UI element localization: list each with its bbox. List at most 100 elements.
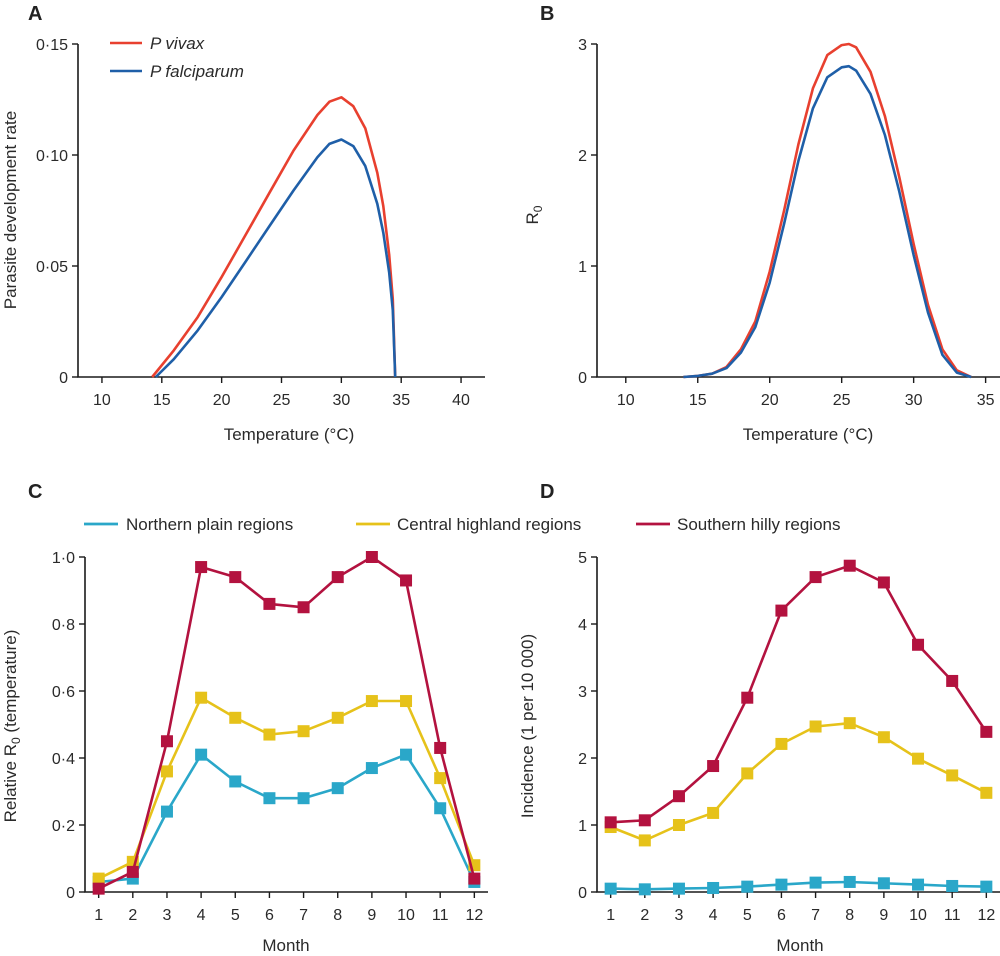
data-point-marker	[877, 877, 890, 890]
x-tick-label: 1	[94, 907, 103, 924]
series-line-d-0	[610, 880, 987, 891]
x-tick-label: 20	[761, 392, 779, 409]
data-point-marker	[297, 792, 310, 805]
series-line-d-2	[610, 564, 988, 824]
data-point-marker	[843, 875, 856, 888]
data-point-marker	[297, 601, 310, 614]
panel-d-lines	[604, 559, 993, 896]
data-point-marker	[741, 880, 754, 893]
data-point-marker	[434, 741, 447, 754]
y-tick-label: 0·4	[52, 751, 75, 768]
x-tick-label: 35	[392, 392, 410, 409]
data-point-marker	[195, 691, 208, 704]
x-tick-label: 35	[977, 392, 995, 409]
legend-label-south: Southern hilly regions	[677, 515, 840, 534]
data-point-marker	[331, 571, 344, 584]
x-tick-label: 8	[333, 907, 342, 924]
x-tick-label: 11	[432, 907, 449, 924]
x-tick-label: 4	[709, 907, 718, 924]
x-tick-label: 11	[944, 907, 961, 924]
panel-a-lines	[151, 96, 397, 378]
data-point-marker	[126, 865, 139, 878]
y-tick-label: 0·10	[36, 148, 68, 165]
x-tick-label: 5	[231, 907, 240, 924]
data-point-marker	[843, 559, 856, 572]
panel-c-lines	[92, 551, 481, 895]
data-point-marker	[400, 695, 413, 708]
panel-a-y-ticks: 0 0·05 0·10 0·15	[36, 37, 78, 387]
y-tick-label: 0	[578, 370, 587, 387]
panel-a-x-axis-title: Temperature (°C)	[224, 425, 355, 444]
x-tick-label: 9	[879, 907, 888, 924]
panel-c-x-ticks: 1 2 3 4 5 6 7 8 9 10 11 12	[94, 892, 483, 924]
x-tick-label: 12	[977, 907, 995, 924]
x-tick-label: 3	[675, 907, 684, 924]
data-point-marker	[843, 717, 856, 730]
data-point-marker	[809, 571, 822, 584]
x-tick-label: 8	[845, 907, 854, 924]
data-point-marker	[331, 782, 344, 795]
panel-b-y-axis-title: R0	[523, 205, 545, 224]
data-point-marker	[707, 881, 720, 894]
x-tick-label: 4	[197, 907, 206, 924]
series-line-c-0	[98, 753, 476, 884]
y-tick-label: 2	[578, 148, 587, 165]
data-point-marker	[638, 834, 651, 847]
data-point-marker	[912, 878, 925, 891]
panel-a-y-axis-title: Parasite development rate	[1, 111, 20, 309]
data-point-marker	[741, 691, 754, 704]
panel-c-y-axis-title: Relative R0 (temperature)	[1, 630, 23, 823]
data-point-marker	[92, 872, 105, 885]
y-tick-label: 0·05	[36, 259, 68, 276]
x-tick-label: 40	[452, 392, 470, 409]
data-point-marker	[775, 878, 788, 891]
data-point-marker	[775, 737, 788, 750]
data-point-marker	[980, 786, 993, 799]
legend-label-central: Central highland regions	[397, 515, 581, 534]
series-line-c-1	[98, 696, 476, 880]
x-tick-label: 25	[273, 392, 291, 409]
panel-b-y-ticks: 0 1 2 3	[578, 37, 597, 387]
x-tick-label: 30	[332, 392, 350, 409]
data-point-marker	[809, 720, 822, 733]
panel-b-x-ticks: 10 15 20 25 30 35	[617, 377, 995, 409]
x-tick-label: 10	[617, 392, 635, 409]
data-point-marker	[365, 695, 378, 708]
series-line-a-0	[151, 96, 397, 378]
panel-c-y-ticks: 0 0·2 0·4 0·6 0·8 1·0	[52, 550, 85, 902]
data-point-marker	[877, 576, 890, 589]
x-tick-label: 9	[367, 907, 376, 924]
panel-c: 1 2 3 4 5 6 7 8 9 10 11 12 00·20·40·60·81·0 Relativ…	[1, 550, 488, 955]
x-tick-label: 10	[397, 907, 415, 924]
x-tick-label: 1	[606, 907, 615, 924]
data-point-marker	[331, 711, 344, 724]
x-tick-label: 20	[213, 392, 231, 409]
data-point-marker	[912, 752, 925, 765]
series-line-a-1	[154, 138, 397, 378]
data-point-marker	[707, 806, 720, 819]
panel-letter-a: A	[28, 3, 42, 25]
data-point-marker	[946, 674, 959, 687]
data-point-marker	[297, 725, 310, 738]
series-line-d-1	[610, 721, 987, 842]
y-tick-label: 0·2	[52, 818, 75, 835]
data-point-marker	[672, 819, 685, 831]
data-point-marker	[160, 805, 173, 818]
panel-a-legend: P vivax P falciparum	[110, 34, 244, 81]
data-point-marker	[912, 638, 925, 651]
data-point-marker	[195, 748, 208, 761]
x-tick-label: 15	[153, 392, 171, 409]
panel-b-lines	[683, 42, 972, 379]
data-point-marker	[92, 882, 105, 895]
y-tick-label: 0	[578, 885, 587, 902]
data-point-marker	[672, 790, 685, 803]
x-tick-label: 12	[465, 907, 483, 924]
panel-a: 10 15 20 25 30 35 40 0 0·05 0·10 0·15 Parasite de…	[1, 34, 485, 444]
data-point-marker	[400, 574, 413, 587]
data-point-marker	[877, 731, 890, 744]
panel-b-axes	[596, 44, 1000, 378]
y-tick-label: 2	[578, 751, 587, 768]
data-point-marker	[638, 814, 651, 827]
data-point-marker	[604, 816, 617, 829]
panel-c-axes	[84, 557, 488, 893]
